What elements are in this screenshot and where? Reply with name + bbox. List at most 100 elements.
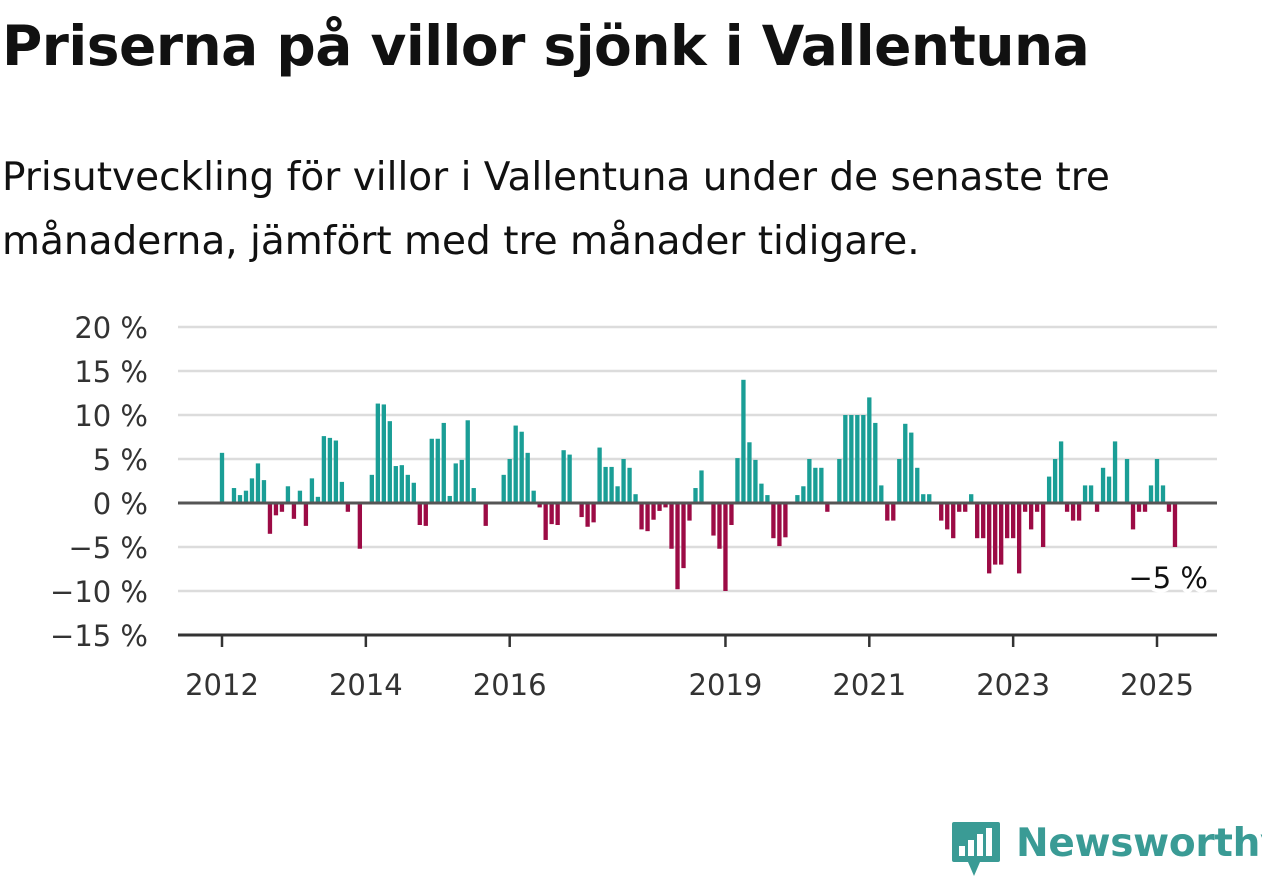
bar <box>711 503 716 536</box>
bar <box>309 478 315 503</box>
bar <box>375 403 380 503</box>
bar <box>1046 476 1052 503</box>
chart-title: Priserna på villor sjönk i Vallentuna <box>2 14 1090 78</box>
bar <box>1100 467 1106 503</box>
bar <box>849 415 854 503</box>
bar <box>417 503 422 525</box>
bar <box>867 397 872 503</box>
bar <box>801 486 806 503</box>
bar <box>1064 503 1070 512</box>
bar <box>291 503 297 519</box>
bar <box>975 503 980 539</box>
bar <box>891 503 896 521</box>
bar <box>405 474 410 503</box>
bar <box>399 465 404 503</box>
bar <box>591 503 596 523</box>
bar <box>525 452 530 503</box>
bar <box>669 503 674 549</box>
bar <box>1130 503 1136 530</box>
bar <box>651 503 656 520</box>
bar <box>549 503 554 525</box>
bar <box>1106 476 1112 503</box>
y-tick-label: 5 % <box>93 443 148 477</box>
bar <box>279 503 285 512</box>
bar <box>1142 503 1148 512</box>
bar <box>393 466 398 503</box>
bar <box>861 415 866 503</box>
bar <box>837 459 842 503</box>
bar <box>873 422 878 503</box>
bar <box>897 459 902 503</box>
bar <box>585 503 590 527</box>
bar <box>387 421 392 503</box>
x-tick-label: 2016 <box>473 668 547 702</box>
bar <box>1028 503 1034 530</box>
bar <box>471 488 476 503</box>
bar <box>615 486 620 503</box>
bar <box>1052 459 1058 503</box>
bar <box>321 436 327 503</box>
bar <box>639 503 644 530</box>
bar <box>423 503 428 526</box>
bar <box>333 440 339 503</box>
bar <box>741 379 746 503</box>
x-tick-label: 2014 <box>329 668 403 702</box>
bar <box>561 450 566 503</box>
bar <box>885 503 890 521</box>
bar <box>267 503 273 534</box>
bar <box>609 466 614 503</box>
bar <box>771 503 776 539</box>
bar <box>981 503 986 539</box>
bar <box>1016 503 1022 574</box>
bar <box>963 503 968 512</box>
bar <box>459 459 464 503</box>
bar <box>795 495 800 503</box>
bar <box>531 490 536 503</box>
bar <box>987 503 992 574</box>
y-tick-label: 15 % <box>74 355 148 389</box>
bar <box>633 494 638 503</box>
bar <box>579 503 584 518</box>
bar <box>513 425 518 503</box>
bar <box>285 486 291 503</box>
bar <box>627 467 632 503</box>
bar <box>297 490 303 503</box>
bar <box>687 503 692 521</box>
bar <box>537 503 542 508</box>
chart-subtitle: Prisutveckling för villor i Vallentuna u… <box>2 155 1110 264</box>
bar <box>663 503 668 508</box>
bar <box>825 503 830 512</box>
bar <box>453 463 458 503</box>
bar <box>675 503 680 590</box>
bar <box>255 463 261 503</box>
bar <box>345 503 351 512</box>
x-tick-label: 2021 <box>832 668 906 702</box>
x-tick-label: 2023 <box>976 668 1050 702</box>
bar <box>747 442 752 503</box>
bar <box>1136 503 1142 512</box>
bar <box>519 431 524 503</box>
x-tick-label: 2012 <box>185 668 259 702</box>
bar <box>645 503 650 532</box>
bar <box>927 494 932 503</box>
bar <box>339 481 345 503</box>
y-tick-label: −5 % <box>68 531 148 565</box>
bar <box>819 467 824 503</box>
bar <box>465 420 470 503</box>
bar <box>303 503 309 526</box>
bar <box>435 438 440 503</box>
bar <box>1112 441 1118 503</box>
bar <box>759 483 764 503</box>
y-tick-label: 0 % <box>93 487 148 521</box>
bar <box>915 467 920 503</box>
bar <box>807 459 812 503</box>
bar <box>597 447 602 503</box>
grid-lines <box>178 325 1217 593</box>
bar <box>1005 503 1010 539</box>
bar <box>1172 503 1178 547</box>
bar <box>1076 503 1082 521</box>
bar <box>723 503 728 591</box>
newsworthy-logo: Newsworthy <box>950 818 1262 876</box>
bar <box>945 503 950 530</box>
bar <box>261 480 267 503</box>
